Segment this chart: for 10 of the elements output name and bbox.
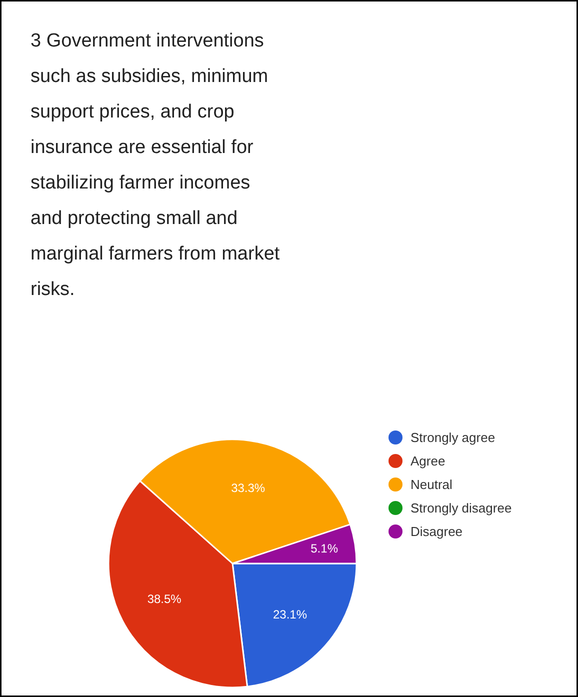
legend-label: Disagree <box>410 524 463 539</box>
data-label: 23.1% <box>272 608 308 622</box>
data-label: 5.1% <box>310 542 338 556</box>
legend-label: Agree <box>410 454 446 468</box>
legend-label: Strongly agree <box>410 430 496 445</box>
chart-title: 3 Government interventions such as subsidies, minimum support prices, and crop insurance are essential for stabilizing farmer incomes and protecting small and marginal farmers from market risks. <box>30 30 280 300</box>
data-label: 33.3% <box>231 481 266 496</box>
legend-label: Strongly disagree <box>410 500 512 516</box>
legend-label: Neutral <box>410 477 453 492</box>
data-label: 38.5% <box>147 592 182 606</box>
